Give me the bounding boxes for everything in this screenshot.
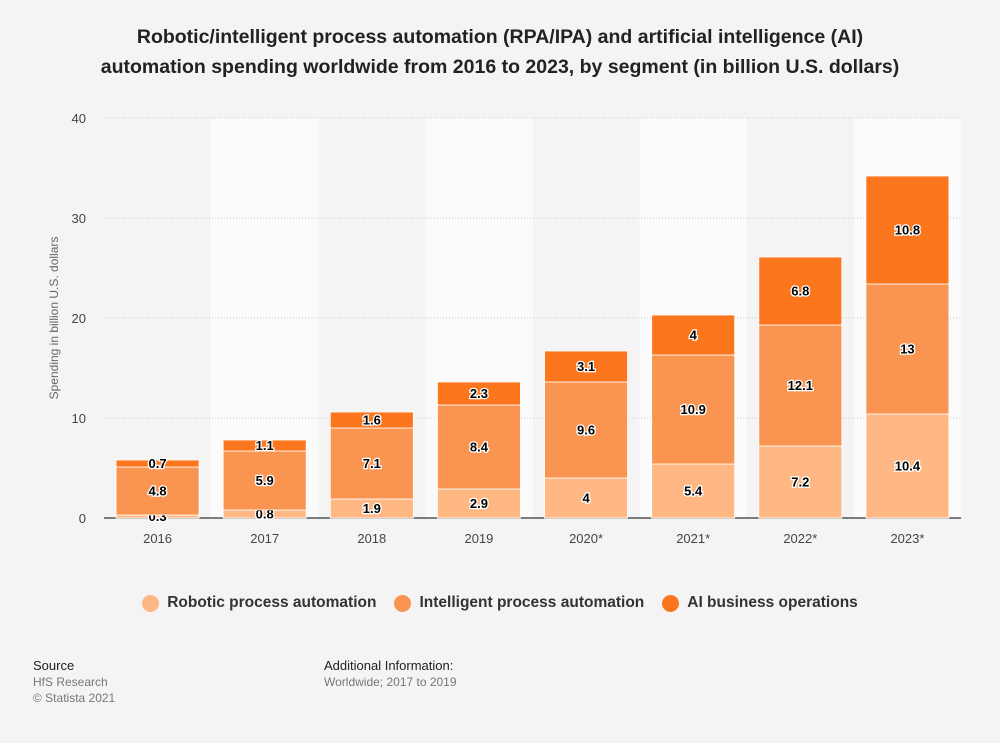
x-tick-label-6: 2022* — [783, 531, 817, 546]
source-block: Source HfS Research © Statista 2021 — [33, 658, 115, 706]
y-tick-label-20: 20 — [72, 311, 86, 326]
data-label-0-6: 7.2 — [791, 475, 809, 490]
stacked-bar-chart: 0 10 20 30 40 Spending in billion U.S. dollar… — [47, 111, 961, 546]
data-label-1-5: 10.9 — [681, 402, 706, 417]
bar-1-1 — [222, 450, 307, 511]
data-label-2-3: 2.3 — [470, 386, 488, 401]
source-title: Source — [33, 658, 75, 673]
x-tick-label-4: 2020* — [569, 531, 603, 546]
data-label-2-5: 4 — [690, 328, 698, 343]
data-label-1-2: 7.1 — [363, 456, 381, 471]
bar-2-7 — [865, 175, 950, 285]
bar-0-6 — [758, 445, 843, 519]
data-label-2-1: 1.1 — [256, 438, 274, 453]
bar-2-6 — [758, 256, 843, 326]
chart-title-line-1: Robotic/intelligent process automation (… — [136, 26, 864, 48]
legend-marker-rpa — [142, 594, 160, 612]
data-label-2-6: 6.8 — [791, 284, 809, 299]
y-tick-label-10: 10 — [72, 411, 86, 426]
bar-2-4 — [544, 350, 628, 383]
x-tick-label-0: 2016 — [143, 531, 172, 546]
x-tick-label-7: 2023* — [890, 531, 924, 546]
legend-item-ipa[interactable]: Intelligent process automation — [394, 594, 644, 612]
bar-1-5 — [651, 354, 736, 465]
copyright-text: © Statista 2021 — [33, 691, 116, 705]
data-label-2-0: 0.7 — [149, 456, 167, 471]
additional-info-block: Additional Information: Worldwide; 2017 … — [324, 658, 457, 690]
legend-label-ipa: Intelligent process automation — [419, 594, 645, 611]
legend-marker-ai-ops — [662, 594, 680, 612]
data-label-0-4: 4 — [582, 491, 590, 506]
bar-1-3 — [437, 404, 521, 490]
chart-title-line-2: automation spending worldwide from 2016 … — [100, 56, 900, 78]
data-label-0-3: 2.9 — [470, 496, 488, 511]
x-tick-label-3: 2019 — [464, 531, 493, 546]
bar-2-5 — [651, 314, 736, 356]
bar-2-0 — [115, 459, 200, 468]
additional-info-text: Worldwide; 2017 to 2019 — [324, 675, 457, 689]
data-label-0-5: 5.4 — [684, 484, 703, 499]
bar-1-4 — [544, 381, 628, 479]
x-tick-label-5: 2021* — [676, 531, 710, 546]
bar-2-3 — [437, 381, 521, 406]
data-label-2-2: 1.6 — [363, 413, 381, 428]
legend-marker-ipa — [394, 594, 412, 612]
data-label-1-7: 13 — [900, 342, 914, 357]
data-label-0-7: 10.4 — [895, 459, 921, 474]
bar-1-0 — [115, 466, 200, 516]
bar-1-6 — [758, 324, 843, 447]
bar-0-5 — [651, 463, 736, 519]
bar-2-1 — [222, 439, 307, 452]
data-label-1-3: 8.4 — [470, 440, 489, 455]
additional-info-title[interactable]: Additional Information: — [324, 658, 454, 673]
chart-legend: Robotic process automation Intelligent p… — [0, 594, 1000, 612]
y-tick-label-30: 30 — [72, 211, 86, 226]
bar-0-7 — [865, 413, 950, 519]
source-name[interactable]: HfS Research — [33, 675, 108, 689]
data-label-1-0: 4.8 — [149, 484, 167, 499]
data-label-1-1: 5.9 — [256, 473, 274, 488]
legend-item-ai-ops[interactable]: AI business operations — [662, 594, 858, 612]
bar-0-4 — [544, 477, 628, 519]
legend-label-rpa: Robotic process automation — [167, 594, 377, 611]
bar-1-7 — [865, 283, 950, 415]
y-axis-title: Spending in billion U.S. dollars — [47, 237, 61, 400]
data-label-2-4: 3.1 — [577, 359, 595, 374]
data-label-2-7: 10.8 — [895, 223, 920, 238]
legend-item-rpa[interactable]: Robotic process automation — [142, 594, 376, 612]
bar-0-3 — [437, 488, 521, 519]
y-tick-label-40: 40 — [72, 111, 86, 126]
x-tick-label-2: 2018 — [357, 531, 386, 546]
bar-2-2 — [329, 411, 414, 429]
data-label-1-4: 9.6 — [577, 423, 595, 438]
chart-title: Robotic/intelligent process automation (… — [40, 22, 960, 82]
data-label-1-6: 12.1 — [788, 378, 813, 393]
bar-1-2 — [329, 427, 414, 500]
legend-label-ai-ops: AI business operations — [687, 594, 858, 611]
x-tick-label-1: 2017 — [250, 531, 279, 546]
data-label-0-2: 1.9 — [363, 501, 381, 516]
y-tick-label-0: 0 — [79, 511, 86, 526]
